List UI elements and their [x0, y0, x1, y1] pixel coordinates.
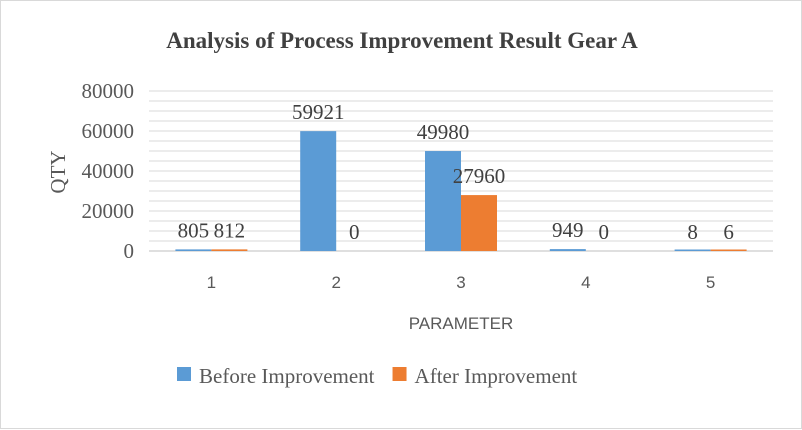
- x-tick-label: 2: [331, 273, 340, 292]
- bar-after-3: [461, 195, 497, 251]
- y-tick-label: 20000: [82, 199, 135, 223]
- legend-label-before: Before Improvement: [199, 364, 375, 388]
- data-label-after-1: 812: [214, 218, 246, 242]
- bar-before-4: [549, 249, 586, 251]
- x-tick-label: 4: [581, 273, 590, 292]
- x-axis-title: PARAMETER: [409, 314, 514, 333]
- y-tick-label: 40000: [82, 159, 135, 183]
- legend-label-after: After Improvement: [415, 364, 578, 388]
- data-label-before-5: 8: [687, 220, 698, 244]
- data-label-after-3: 27960: [453, 164, 506, 188]
- x-tick-label: 3: [456, 273, 465, 292]
- y-tick-label: 0: [124, 239, 135, 263]
- bar-before-1: [175, 249, 212, 251]
- y-tick-label: 80000: [82, 79, 135, 103]
- bar-after-5: [710, 249, 747, 251]
- data-label-after-4: 0: [599, 220, 610, 244]
- bar-before-5: [674, 249, 711, 251]
- bar-after-1: [211, 249, 248, 251]
- data-label-before-3: 49980: [417, 120, 470, 144]
- bar-before-3: [425, 151, 461, 251]
- y-tick-label: 60000: [82, 119, 135, 143]
- data-label-before-4: 949: [552, 218, 584, 242]
- chart-title: Analysis of Process Improvement Result G…: [166, 28, 638, 53]
- legend-swatch-before: [177, 367, 191, 381]
- y-axis-title: QTY: [46, 150, 70, 193]
- x-tick-label: 1: [207, 273, 216, 292]
- x-tick-label: 5: [706, 273, 715, 292]
- data-label-after-2: 0: [349, 220, 360, 244]
- legend-swatch-after: [392, 367, 407, 381]
- data-label-before-2: 59921: [292, 100, 345, 124]
- data-label-before-1: 805: [178, 218, 210, 242]
- bar-before-2: [300, 131, 337, 251]
- data-label-after-5: 6: [723, 220, 734, 244]
